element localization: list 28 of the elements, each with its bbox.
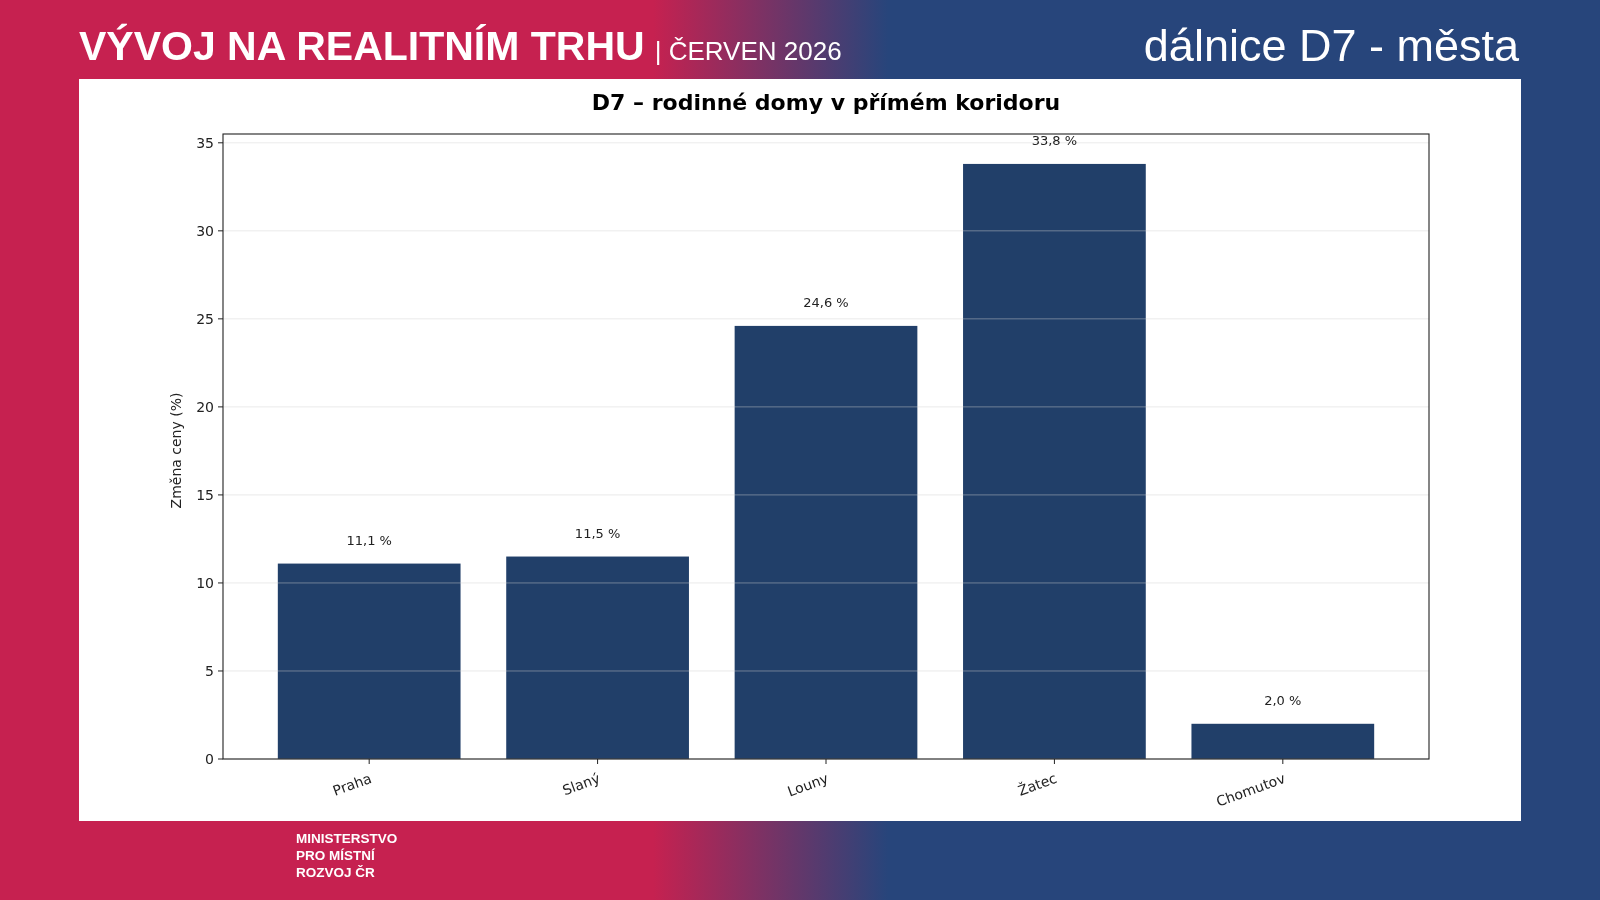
data-label: 11,1 % (346, 532, 392, 548)
y-tick-label: 30 (196, 222, 214, 239)
y-tick-label: 5 (205, 662, 214, 679)
x-tick-label: Praha (330, 769, 374, 799)
bar (277, 563, 461, 759)
y-tick-label: 0 (205, 750, 214, 767)
y-tick-label: 25 (196, 310, 214, 327)
text: MINISTERSTVO PRO MÍSTNÍ ROZVOJ ČR (296, 831, 398, 880)
bar (963, 163, 1146, 759)
text: | ČERVEN 2026 (654, 36, 842, 66)
x-tick-label: Žatec (1015, 769, 1059, 799)
y-tick-label: 35 (196, 134, 214, 151)
x-tick-label: Louny (785, 769, 831, 800)
text: dálnice D7 - města (1143, 20, 1520, 71)
data-label: 2,0 % (1264, 692, 1302, 708)
data-label: 11,5 % (574, 525, 621, 541)
bar (506, 556, 689, 759)
y-tick-label: 20 (196, 398, 214, 415)
y-tick-label: 10 (196, 574, 214, 591)
bar (1191, 723, 1375, 759)
data-label: 33,8 % (1031, 132, 1078, 148)
x-tick-label: Slaný (560, 769, 602, 799)
text: VÝVOJ NA REALITNÍM TRHU (79, 23, 645, 69)
bar (734, 325, 918, 759)
y-tick-label: 15 (196, 486, 214, 503)
chart-title: D7 – rodinné domy v přímém koridoru (591, 90, 1061, 115)
y-axis-title: Změna ceny (%) (168, 392, 184, 509)
data-label: 24,6 % (803, 294, 849, 310)
